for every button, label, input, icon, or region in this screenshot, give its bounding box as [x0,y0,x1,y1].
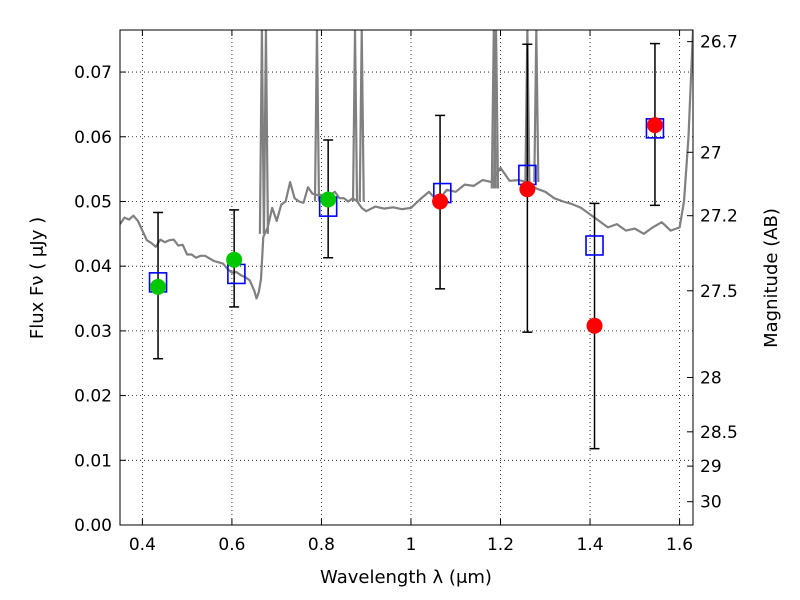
spectrum-line [120,30,693,300]
observed-point-marker [432,193,449,210]
observed-point-marker [150,278,167,295]
y-axis-label: Flux Fν ( μJy ) [27,217,48,339]
y-tick-label: 0.02 [74,387,112,407]
x-tick-label: 0.6 [218,535,245,555]
y-tick-label: 0.01 [74,451,112,471]
y2-tick-label: 28.5 [700,423,738,443]
x-tick-label: 1.4 [577,535,604,555]
ticks: 0.4 0.6 0.8 1 1.2 1.4 1.6 0.00 0.01 0.02 0.03 0.04 0… [74,30,738,555]
x-tick-label: 1.2 [487,535,514,555]
y2-tick-label: 30 [700,493,722,513]
y2-tick-label: 29 [700,457,722,477]
emission-line-spike [351,30,359,202]
y-tick-label: 0.00 [74,516,112,536]
emission-line-spike [258,30,266,234]
y-tick-label: 0.05 [74,192,112,212]
y2-tick-label: 28 [700,368,722,388]
observed-point-marker [519,181,536,198]
observed-point-marker [320,191,337,208]
emission-line-spike [313,30,321,202]
y-tick-label: 0.03 [74,322,112,342]
observed-point-marker [646,117,663,134]
emission-line-spike [533,30,540,183]
y-tick-label: 0.04 [74,257,112,277]
y-tick-label: 0.06 [74,128,112,148]
y2-tick-label: 26.7 [700,33,738,53]
x-tick-label: 0.4 [129,535,156,555]
y2-tick-label: 27.5 [700,282,738,302]
observed-point-marker [586,317,603,334]
emission-line-spike [492,30,500,189]
y2-tick-label: 27 [700,143,722,163]
x-tick-label: 1 [406,535,417,555]
y2-tick-label: 27.2 [700,207,738,227]
y2-axis-label: Magnitude (AB) [761,208,782,348]
emission-line-spike [358,30,365,202]
plot-area [120,30,693,300]
grid [120,30,693,526]
observed-point-marker [226,251,243,268]
markers [148,117,665,334]
x-axis-label: Wavelength λ (μm) [320,567,492,588]
emission-line-spike [262,30,270,234]
error-bars [153,42,660,450]
emission-line-spike [524,30,531,183]
plot-frame [119,29,694,526]
y-tick-label: 0.07 [74,63,112,83]
x-tick-label: 1.6 [666,535,693,555]
x-tick-label: 0.8 [308,535,335,555]
model-square-marker [585,235,604,256]
